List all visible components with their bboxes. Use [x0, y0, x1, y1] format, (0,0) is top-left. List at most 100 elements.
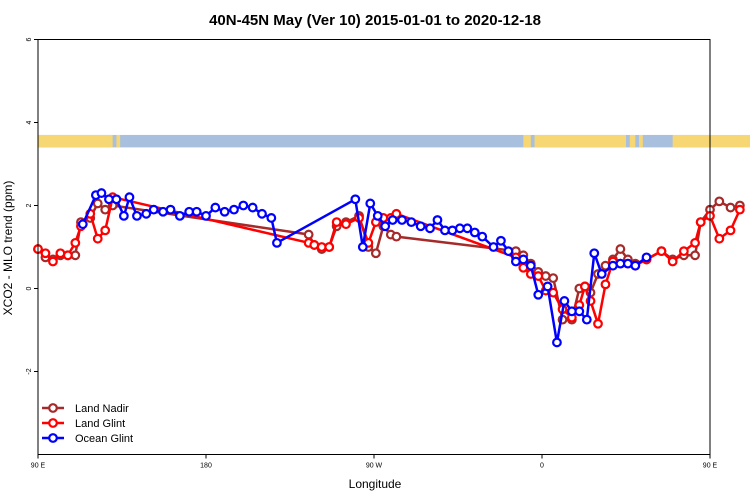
legend-item: Land Glint [42, 418, 125, 430]
data-point [257, 208, 267, 219]
data-point [714, 233, 725, 244]
y-axis-label: XCO2 - MLO trend (ppm) [1, 181, 15, 316]
data-point [580, 281, 590, 292]
data-point [331, 217, 342, 228]
land-segment [116, 134, 121, 148]
legend-label: Land Glint [75, 418, 125, 430]
data-point [62, 250, 73, 261]
data-point [165, 204, 176, 215]
x-tick-label: 90 W [366, 463, 383, 470]
data-point [272, 237, 282, 248]
data-point [574, 306, 585, 317]
data-point [656, 246, 667, 257]
data-point [397, 215, 407, 225]
data-point [96, 188, 107, 198]
data-point [100, 204, 111, 215]
data-point [219, 206, 230, 217]
legend-marker [48, 433, 58, 443]
data-point [667, 256, 678, 267]
data-point [596, 269, 607, 279]
data-point [92, 233, 103, 244]
data-point [593, 318, 603, 329]
data-point [357, 242, 368, 252]
data-point [552, 337, 562, 348]
data-point [210, 202, 221, 213]
data-point [714, 196, 725, 207]
x-tick-label: 180 [200, 463, 212, 470]
data-point [111, 194, 122, 205]
land-segment [639, 134, 643, 148]
data-point [630, 260, 641, 271]
data-point [370, 248, 381, 259]
data-point [148, 204, 159, 215]
data-point [690, 237, 700, 248]
x-tick-label: 0 [540, 463, 544, 470]
legend-item: Land Nadir [42, 403, 129, 415]
data-point [690, 250, 700, 261]
data-point [496, 235, 506, 246]
data-point [734, 204, 745, 215]
data-point [488, 242, 499, 252]
land-segment [523, 134, 531, 148]
x-tick-label: 90 E [703, 463, 718, 470]
data-point [387, 215, 398, 225]
data-point [100, 225, 111, 236]
data-point [469, 227, 480, 238]
data-point [141, 208, 152, 219]
legend-label: Ocean Glint [75, 433, 133, 445]
data-point [174, 210, 185, 221]
y-tick-label: -2 [26, 368, 33, 374]
data-point [201, 210, 211, 221]
data-point [303, 229, 314, 240]
data-point [641, 252, 652, 263]
data-point [542, 281, 553, 292]
data-point [548, 273, 559, 284]
series-line [81, 191, 648, 344]
data-point [533, 289, 544, 300]
data-point [191, 206, 202, 217]
data-point [238, 200, 249, 211]
data-point [432, 215, 443, 225]
legend: Land Nadir Land Glint Ocean Glint [42, 403, 133, 445]
x-axis-label: Longitude [349, 477, 402, 491]
land-segment [38, 134, 109, 148]
y-tick-label: 6 [26, 37, 33, 41]
land-segment [629, 134, 636, 148]
land-segment [672, 134, 750, 148]
data-point [92, 198, 103, 209]
data-point [77, 219, 88, 230]
data-point [533, 271, 544, 281]
data-point [380, 221, 391, 232]
data-point [477, 231, 488, 242]
data-point [725, 202, 736, 213]
data-point [324, 242, 335, 252]
data-point [365, 198, 376, 209]
legend-marker [48, 403, 58, 413]
data-point [247, 202, 258, 213]
x-tick-label: 90 E [31, 463, 46, 470]
data-point [229, 204, 239, 215]
data-point [600, 279, 611, 290]
series-layer [33, 188, 745, 348]
data-point [132, 210, 142, 221]
data-point [372, 210, 383, 221]
chart-title: 40N-45N May (Ver 10) 2015-01-01 to 2020-… [209, 12, 541, 29]
data-point [415, 221, 426, 232]
plot-frame [37, 39, 711, 455]
data-point [559, 296, 570, 306]
y-tick-label: 4 [26, 120, 33, 124]
data-point [462, 223, 473, 234]
data-point [695, 217, 706, 228]
y-axis: -2 0 2 4 6 [26, 37, 38, 375]
legend-marker [48, 418, 58, 428]
land-segment [108, 134, 113, 148]
data-point [391, 231, 402, 242]
data-point [70, 237, 81, 248]
legend-label: Land Nadir [75, 403, 129, 415]
data-point [615, 244, 626, 254]
data-point [40, 248, 51, 259]
land-ocean-mask [38, 134, 750, 148]
data-point [503, 246, 514, 257]
data-point [678, 246, 689, 257]
